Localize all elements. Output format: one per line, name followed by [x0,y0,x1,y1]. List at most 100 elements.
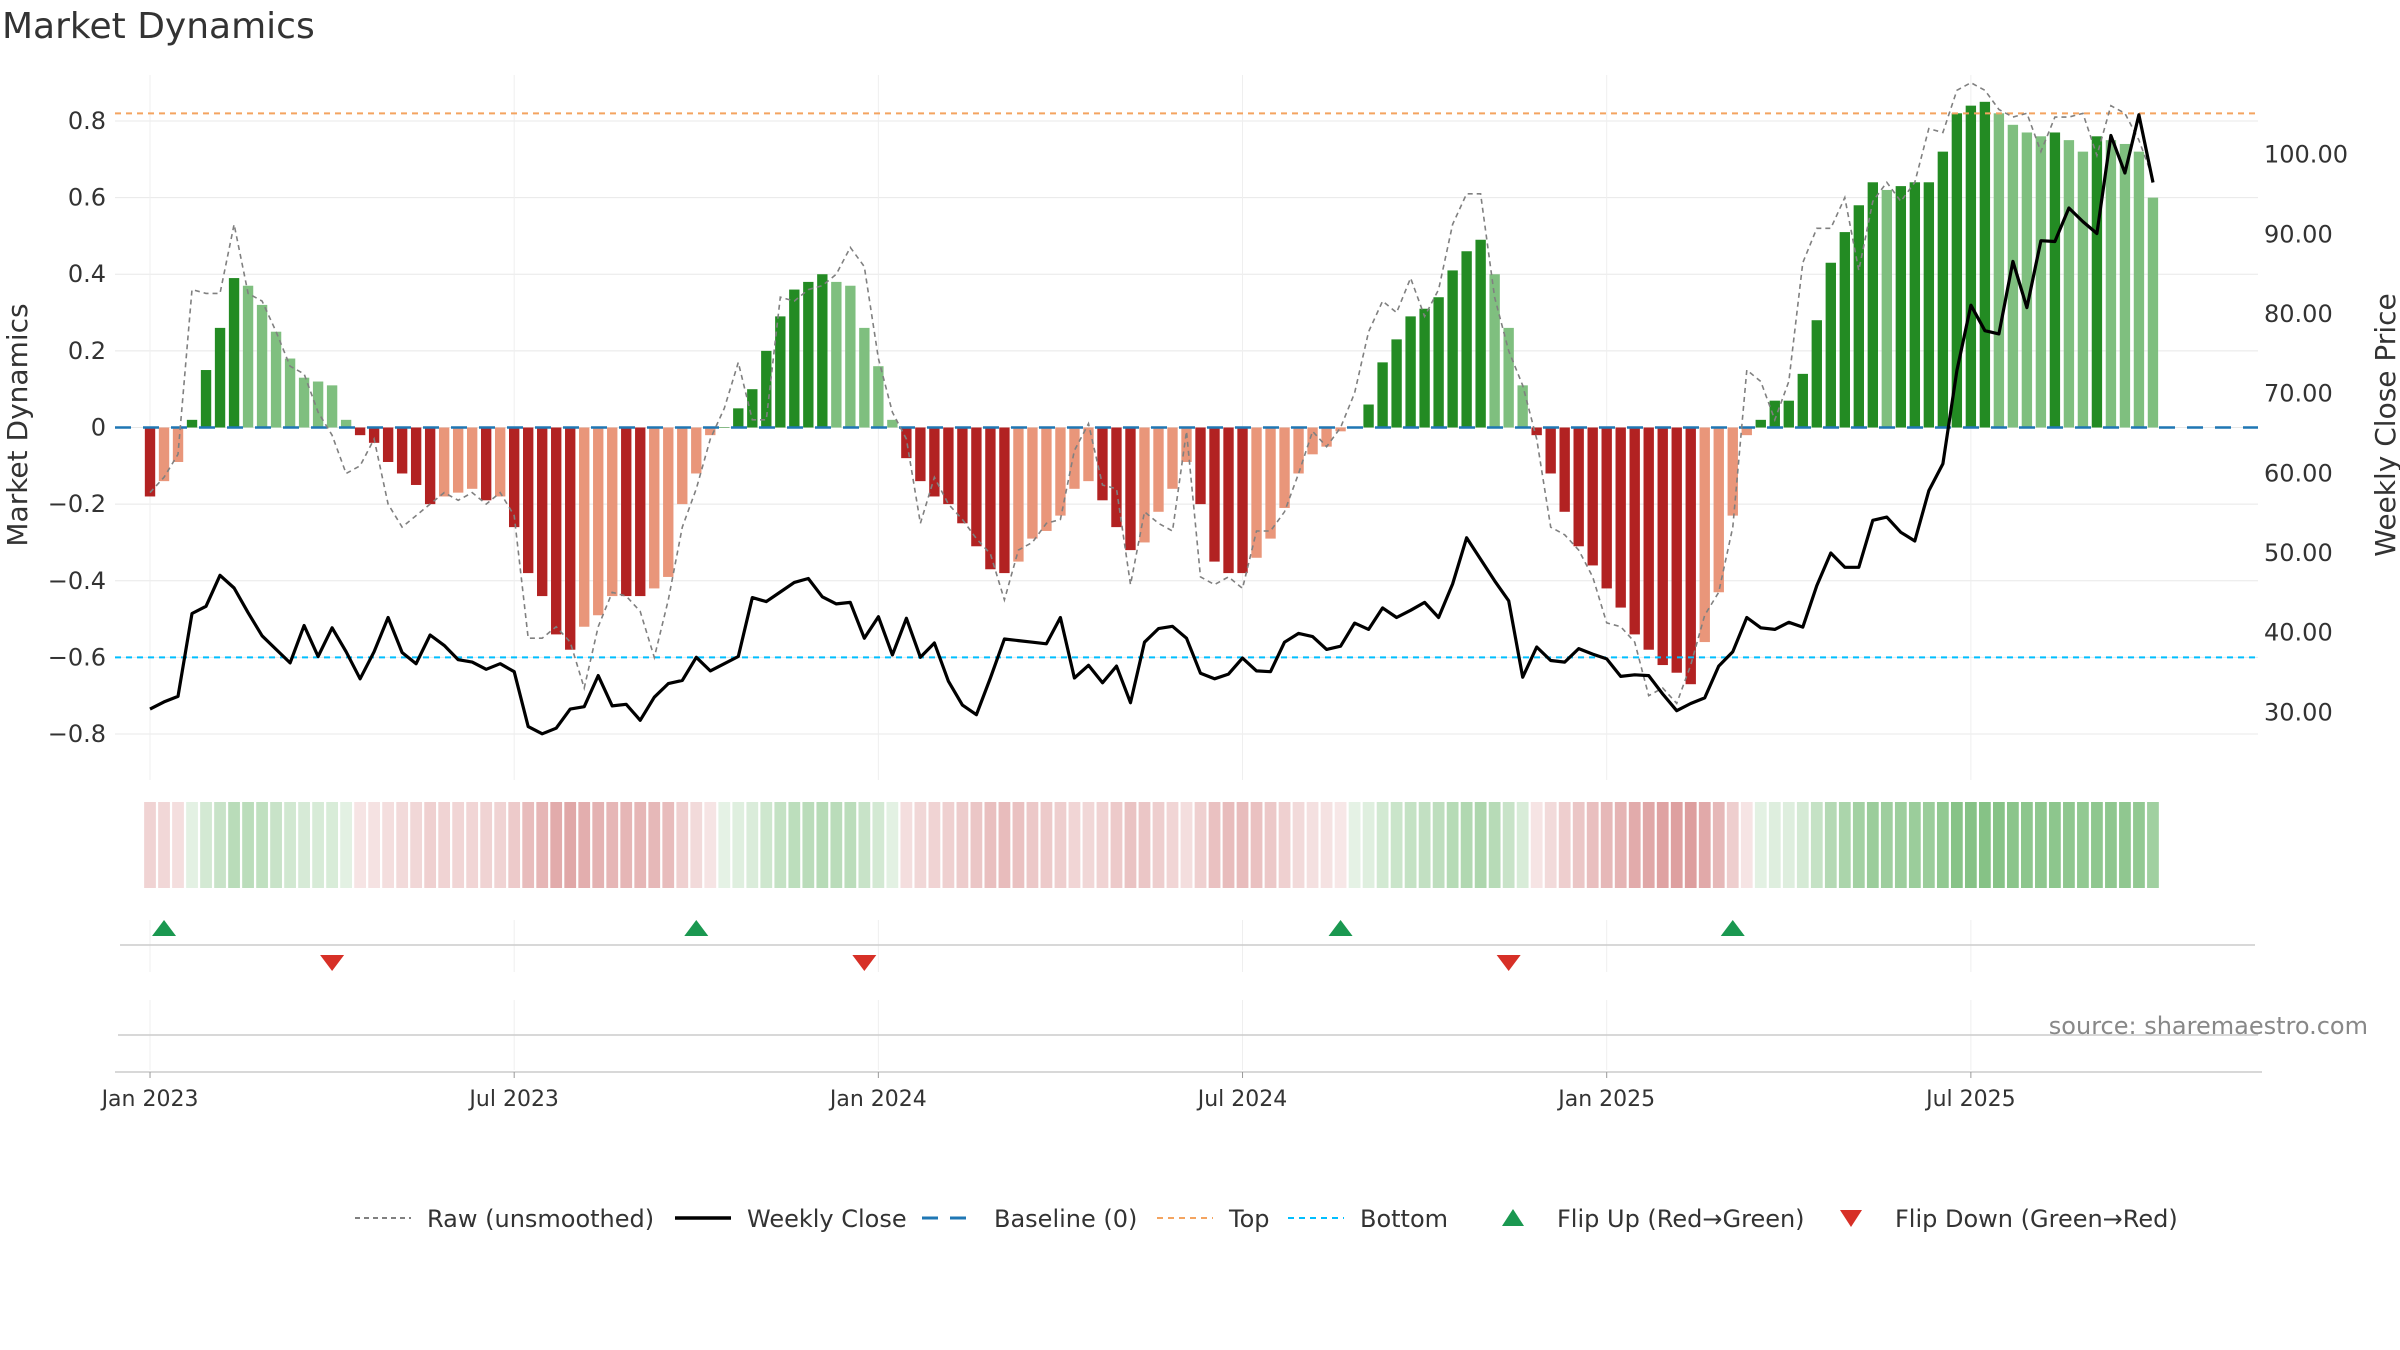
regime-cell [774,802,787,888]
regime-cell [1446,802,1459,888]
regime-cell [844,802,857,888]
dynamics-bar [2035,136,2047,428]
dynamics-bar [1265,427,1276,539]
dynamics-bar [1727,427,1738,516]
y2-tick-label: 40.00 [2264,619,2333,647]
regime-cell [956,802,969,888]
regime-cell [942,802,955,888]
regime-cell [368,802,381,888]
regime-cell [1278,802,1291,888]
dynamics-bar [761,350,772,428]
legend-label: Flip Down (Green→Red) [1895,1205,2178,1233]
dynamics-bar [1601,427,1612,589]
flip-up-marker [684,920,709,936]
regime-cell [1124,802,1137,888]
flip-up-marker [1720,920,1745,936]
regime-cell [676,802,689,888]
dynamics-bar [1111,427,1122,528]
dynamics-bar [1783,400,1794,428]
regime-cell [2063,802,2075,888]
dynamics-bar [1251,427,1262,558]
dynamics-bar [845,285,856,428]
dynamics-bar [1615,427,1626,608]
x-tick-label: Jul 2024 [1196,1087,1288,1112]
left-y-axis: −0.8 −0.6 −0.4 −0.2 0 0.2 0.4 0.6 0.8 [48,107,106,748]
regime-cell [1558,802,1571,888]
y-tick-label: −0.2 [48,490,106,518]
dynamics-bar [1027,427,1038,539]
dynamics-bar [565,427,576,650]
y-tick-label: −0.8 [48,720,106,748]
dynamics-bar [1769,400,1780,428]
flip-down-marker [320,955,345,971]
regime-cell [1726,802,1739,888]
regime-cell [312,802,324,888]
regime-cell [648,802,661,888]
regime-cell [242,802,254,888]
regime-cell [1670,802,1683,888]
regime-cell [1950,802,1963,888]
dynamics-bar [452,427,464,493]
dynamics-bar [1461,251,1472,428]
dynamics-bar [943,427,954,505]
dynamics-bar [214,327,226,428]
regime-cell [298,802,310,888]
regime-cell [1404,802,1417,888]
regime-cell [466,802,479,888]
regime-cell [1110,802,1123,888]
regime-cell [606,802,619,888]
dynamics-bar [551,427,562,635]
regime-strip [144,802,2159,888]
regime-cell [522,802,535,888]
dynamics-bar [438,427,450,497]
dynamics-bar [1153,427,1164,512]
regime-cell [1824,802,1837,888]
dynamics-bar [1881,189,1893,428]
regime-cell [1026,802,1039,888]
dynamics-bar [396,427,408,474]
regime-cell [802,802,815,888]
regime-cell [354,802,366,888]
dynamics-bar [1041,427,1052,531]
dynamics-bar [803,281,814,428]
dynamics-bar [1643,427,1654,650]
x-tick-label: Jul 2025 [1924,1087,2016,1112]
dynamics-bar [1965,105,1977,428]
regime-cell [1544,802,1557,888]
regime-cell [1782,802,1795,888]
regime-cell [382,802,395,888]
x-tick-label: Jan 2023 [100,1087,199,1112]
dynamics-bar [705,427,716,436]
dynamics-bar [957,427,968,524]
flip-up-marker [152,920,177,936]
regime-cell [830,802,843,888]
dynamics-bar [256,304,268,428]
dynamics-bar [1293,427,1304,474]
dynamics-bar [1741,427,1752,436]
y-tick-label: 0.6 [68,184,106,212]
flip-markers-panel [120,920,2255,972]
dynamics-bar [494,427,506,497]
raw-unsmoothed-line [149,81,2154,705]
dynamics-bar [929,427,940,497]
dynamics-bar [1013,427,1024,562]
dynamics-bar [789,289,800,428]
regime-cell [1320,802,1333,888]
regime-cell [1740,802,1753,888]
regime-cell [886,802,899,888]
dynamics-bar [1069,427,1080,489]
dynamics-bar [1083,427,1094,482]
dynamics-bar [1531,427,1542,436]
regime-cell [1306,802,1319,888]
dynamics-bar [635,427,646,597]
dynamics-bar [354,427,366,436]
flip-down-marker [1496,955,1521,971]
dynamics-bar [1517,385,1528,428]
regime-cell [1698,802,1711,888]
dynamics-bar [1391,339,1402,428]
dynamics-bar [999,427,1010,574]
dynamics-bar [523,427,534,574]
dynamics-bar [817,274,828,428]
regime-cell [1432,802,1445,888]
